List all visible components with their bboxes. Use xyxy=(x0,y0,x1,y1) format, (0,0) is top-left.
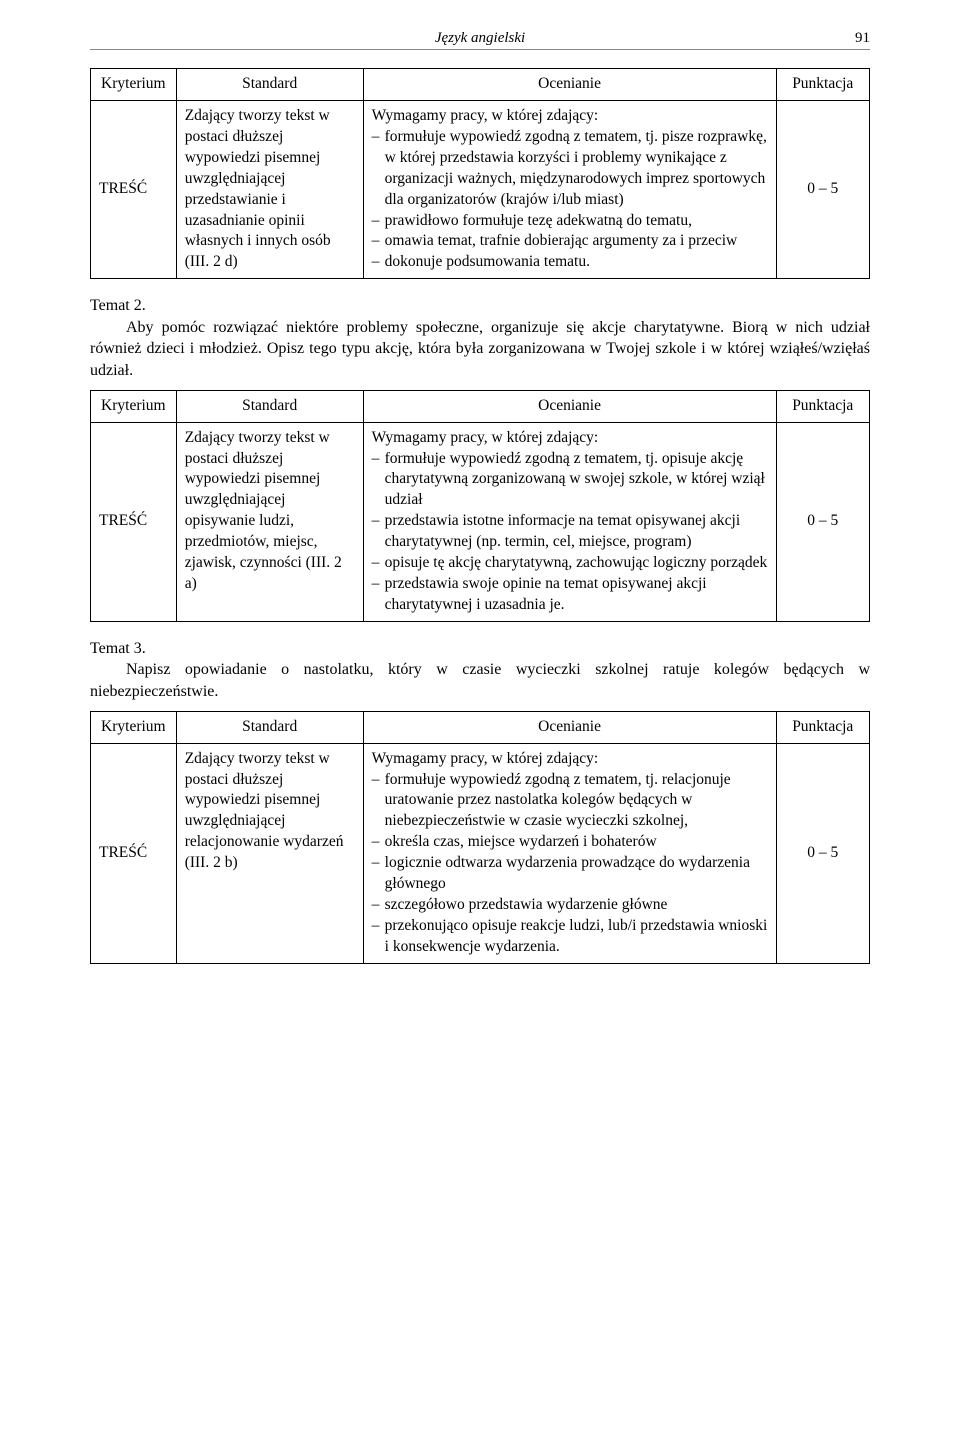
cell-standard: Zdający tworzy tekst w postaci dłuższej … xyxy=(176,100,363,278)
criteria-table-2: Kryterium Standard Ocenianie Punktacja T… xyxy=(90,390,870,622)
cell-label: TREŚĆ xyxy=(91,100,177,278)
table-row: TREŚĆ Zdający tworzy tekst w postaci dłu… xyxy=(91,422,870,621)
list-item: dokonuje podsumowania tematu. xyxy=(385,252,768,273)
list-item: formułuje wypowiedź zgodną z tematem, tj… xyxy=(385,770,768,833)
cell-assessment: Wymagamy pracy, w której zdający: formuł… xyxy=(363,422,776,621)
list-item: przedstawia istotne informacje na temat … xyxy=(385,511,768,553)
cell-label: TREŚĆ xyxy=(91,743,177,963)
list-item: formułuje wypowiedź zgodną z tematem, tj… xyxy=(385,449,768,512)
table-header-row: Kryterium Standard Ocenianie Punktacja xyxy=(91,390,870,422)
col-ocenianie: Ocenianie xyxy=(363,69,776,101)
list-item: formułuje wypowiedź zgodną z tematem, tj… xyxy=(385,127,768,211)
topic-2-title: Temat 2. xyxy=(90,297,146,314)
col-punktacja: Punktacja xyxy=(776,711,869,743)
col-punktacja: Punktacja xyxy=(776,69,869,101)
cell-assessment: Wymagamy pracy, w której zdający: formuł… xyxy=(363,743,776,963)
col-standard: Standard xyxy=(176,69,363,101)
topic-3: Temat 3. Napisz opowiadanie o nastolatku… xyxy=(90,638,870,703)
page-number: 91 xyxy=(840,30,870,47)
col-kryterium: Kryterium xyxy=(91,711,177,743)
cell-standard: Zdający tworzy tekst w postaci dłuższej … xyxy=(176,743,363,963)
page: Język angielski 91 Kryterium Standard Oc… xyxy=(0,0,960,1004)
list-item: prawidłowo formułuje tezę adekwatną do t… xyxy=(385,211,768,232)
assessment-intro: Wymagamy pracy, w której zdający: xyxy=(372,750,599,767)
col-punktacja: Punktacja xyxy=(776,390,869,422)
cell-points: 0 – 5 xyxy=(776,743,869,963)
list-item: przedstawia swoje opinie na temat opisyw… xyxy=(385,574,768,616)
running-header: Język angielski 91 xyxy=(90,30,870,50)
criteria-table-1: Kryterium Standard Ocenianie Punktacja T… xyxy=(90,68,870,279)
list-item: szczegółowo przedstawia wydarzenie główn… xyxy=(385,895,768,916)
table-header-row: Kryterium Standard Ocenianie Punktacja xyxy=(91,711,870,743)
cell-points: 0 – 5 xyxy=(776,422,869,621)
topic-3-body: Napisz opowiadanie o nastolatku, który w… xyxy=(90,659,870,702)
list-item: opisuje tę akcję charytatywną, zachowują… xyxy=(385,553,768,574)
cell-label: TREŚĆ xyxy=(91,422,177,621)
col-standard: Standard xyxy=(176,390,363,422)
table-row: TREŚĆ Zdający tworzy tekst w postaci dłu… xyxy=(91,100,870,278)
assessment-list: formułuje wypowiedź zgodną z tematem, tj… xyxy=(372,449,768,616)
col-ocenianie: Ocenianie xyxy=(363,711,776,743)
cell-standard: Zdający tworzy tekst w postaci dłuższej … xyxy=(176,422,363,621)
col-standard: Standard xyxy=(176,711,363,743)
table-header-row: Kryterium Standard Ocenianie Punktacja xyxy=(91,69,870,101)
cell-points: 0 – 5 xyxy=(776,100,869,278)
col-kryterium: Kryterium xyxy=(91,69,177,101)
list-item: logicznie odtwarza wydarzenia prowadzące… xyxy=(385,853,768,895)
assessment-intro: Wymagamy pracy, w której zdający: xyxy=(372,429,599,446)
list-item: omawia temat, trafnie dobierając argumen… xyxy=(385,231,768,252)
list-item: określa czas, miejsce wydarzeń i bohater… xyxy=(385,832,768,853)
list-item: przekonująco opisuje reakcje ludzi, lub/… xyxy=(385,916,768,958)
col-kryterium: Kryterium xyxy=(91,390,177,422)
topic-2: Temat 2. Aby pomóc rozwiązać niektóre pr… xyxy=(90,295,870,381)
assessment-list: formułuje wypowiedź zgodną z tematem, tj… xyxy=(372,127,768,273)
col-ocenianie: Ocenianie xyxy=(363,390,776,422)
topic-2-body: Aby pomóc rozwiązać niektóre problemy sp… xyxy=(90,317,870,382)
assessment-intro: Wymagamy pracy, w której zdający: xyxy=(372,107,599,124)
criteria-table-3: Kryterium Standard Ocenianie Punktacja T… xyxy=(90,711,870,964)
running-title: Język angielski xyxy=(120,30,840,47)
table-row: TREŚĆ Zdający tworzy tekst w postaci dłu… xyxy=(91,743,870,963)
cell-assessment: Wymagamy pracy, w której zdający: formuł… xyxy=(363,100,776,278)
assessment-list: formułuje wypowiedź zgodną z tematem, tj… xyxy=(372,770,768,958)
topic-3-title: Temat 3. xyxy=(90,640,146,657)
